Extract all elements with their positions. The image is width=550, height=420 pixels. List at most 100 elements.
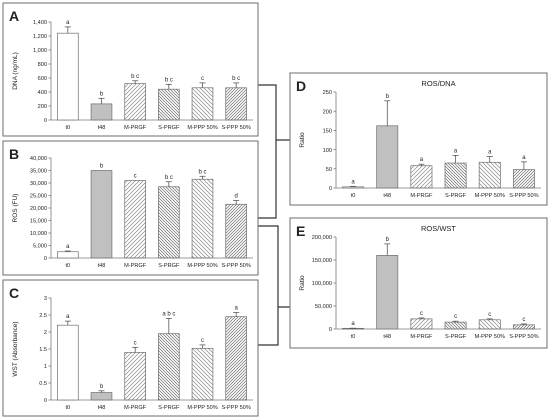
y-tick-label: 1,400 <box>33 20 47 26</box>
y-axis-label: ROS (FU) <box>12 194 19 223</box>
y-tick-label: 40,000 <box>30 156 47 162</box>
bar <box>90 103 113 121</box>
chart-title: ROS/DNA <box>421 79 455 88</box>
significance-label: a b c <box>162 311 175 317</box>
bar <box>124 83 146 121</box>
significance-label: b <box>386 237 390 243</box>
y-axis-label: DNA (ng/mL) <box>12 52 19 90</box>
y-tick-label: 200 <box>323 109 332 115</box>
x-tick-label: S-PPP 50% <box>221 405 250 411</box>
y-tick-label: 3 <box>44 296 47 302</box>
y-axis-label: Ratio <box>299 132 306 148</box>
y-tick-label: 15,000 <box>30 219 47 225</box>
panel-label: E <box>296 223 305 239</box>
y-tick-label: 150 <box>323 129 332 135</box>
connector-b-split <box>258 140 277 219</box>
y-tick-label: 200,000 <box>312 235 332 241</box>
x-tick-label: t48 <box>98 125 106 131</box>
y-tick-label: 0 <box>44 118 47 124</box>
significance-label: c <box>201 338 204 344</box>
y-tick-label: 1,200 <box>33 34 47 40</box>
x-tick-label: M-PPP 50% <box>475 193 505 199</box>
significance-label: a <box>351 179 355 185</box>
x-tick-label: S-PPP 50% <box>221 263 250 269</box>
significance-label: c <box>420 311 423 317</box>
bar <box>410 318 433 330</box>
y-tick-label: 100 <box>323 148 332 154</box>
bar <box>57 251 79 259</box>
panel-d: D ROS/DNA Ratio 0 50 100 150 200 250 a t0 b t48 a M-PR… <box>289 72 548 206</box>
significance-label: b c <box>232 76 240 82</box>
bar <box>124 180 146 259</box>
y-tick-label: 1 <box>44 364 47 370</box>
significance-label: c <box>488 312 491 318</box>
x-tick-label: M-PPP 50% <box>187 405 217 411</box>
y-tick-label: 2.5 <box>39 313 47 319</box>
bar <box>90 170 113 259</box>
x-tick-label: S-PRGF <box>445 193 467 199</box>
panel-c: C WST (Absorbance) 0 0.5 1 1.5 2 2.5 3 a t0 b t48 c M-… <box>2 279 259 417</box>
y-tick-label: 400 <box>38 90 47 96</box>
significance-label: a <box>66 20 70 26</box>
significance-label: c <box>201 76 204 82</box>
y-tick-label: 200 <box>38 104 47 110</box>
significance-label: b c <box>165 175 173 181</box>
connector-b-to-e <box>258 225 290 308</box>
significance-label: a <box>454 148 458 154</box>
panel-e: E ROS/WST Ratio 0 50,000 100,000 150,000 200,00… <box>289 217 548 349</box>
panel-label: D <box>296 78 306 94</box>
bar <box>57 32 79 121</box>
x-tick-label: S-PRGF <box>158 125 180 131</box>
x-tick-label: M-PPP 50% <box>187 263 217 269</box>
significance-label: a <box>522 155 526 161</box>
significance-label: b c <box>165 77 173 83</box>
bar <box>512 169 535 189</box>
x-tick-label: t48 <box>98 263 106 269</box>
x-tick-label: S-PRGF <box>158 405 180 411</box>
bar <box>342 186 365 189</box>
bar <box>158 333 180 401</box>
y-tick-label: 50,000 <box>315 304 332 310</box>
bar <box>225 203 247 259</box>
y-tick-label: 1,000 <box>33 48 47 54</box>
significance-label: b <box>100 384 104 390</box>
significance-label: b c <box>198 169 206 175</box>
y-tick-label: 30,000 <box>30 181 47 187</box>
y-tick-label: 0 <box>44 398 47 404</box>
x-tick-label: t0 <box>65 405 70 411</box>
y-tick-label: 0 <box>329 327 332 333</box>
x-tick-label: t0 <box>65 125 70 131</box>
x-tick-label: M-PRGF <box>410 334 433 340</box>
y-axis-label: Ratio <box>299 275 306 291</box>
y-tick-label: 100,000 <box>312 281 332 287</box>
significance-label: c <box>134 340 137 346</box>
bar <box>478 319 501 330</box>
x-tick-label: S-PPP 50% <box>221 125 250 131</box>
x-tick-label: M-PPP 50% <box>475 334 505 340</box>
significance-label: a <box>66 314 70 320</box>
y-tick-label: 35,000 <box>30 169 47 175</box>
significance-label: a <box>420 157 424 163</box>
y-tick-label: 250 <box>323 90 332 96</box>
panel-b: B ROS (FU) 0 5,000 10,000 15,000 20,000 25,000 3… <box>2 140 259 276</box>
significance-label: b <box>100 164 104 170</box>
x-tick-label: S-PPP 50% <box>509 334 538 340</box>
connector-c-to-e <box>258 307 279 346</box>
x-tick-label: S-PPP 50% <box>509 193 538 199</box>
significance-label: a <box>488 150 492 156</box>
y-tick-label: 800 <box>38 62 47 68</box>
y-tick-label: 10,000 <box>30 231 47 237</box>
connector-ab-to-d <box>258 84 290 141</box>
significance-label: d <box>234 194 237 200</box>
x-tick-label: t48 <box>98 405 106 411</box>
x-tick-label: t0 <box>65 263 70 269</box>
connector-lines <box>258 84 290 346</box>
bar <box>124 352 146 401</box>
bar <box>191 178 214 259</box>
significance-label: b c <box>131 74 139 80</box>
x-tick-label: M-PPP 50% <box>187 125 217 131</box>
bar <box>478 161 501 189</box>
y-tick-label: 50 <box>326 167 332 173</box>
significance-label: a <box>351 321 355 327</box>
y-tick-label: 150,000 <box>312 258 332 264</box>
